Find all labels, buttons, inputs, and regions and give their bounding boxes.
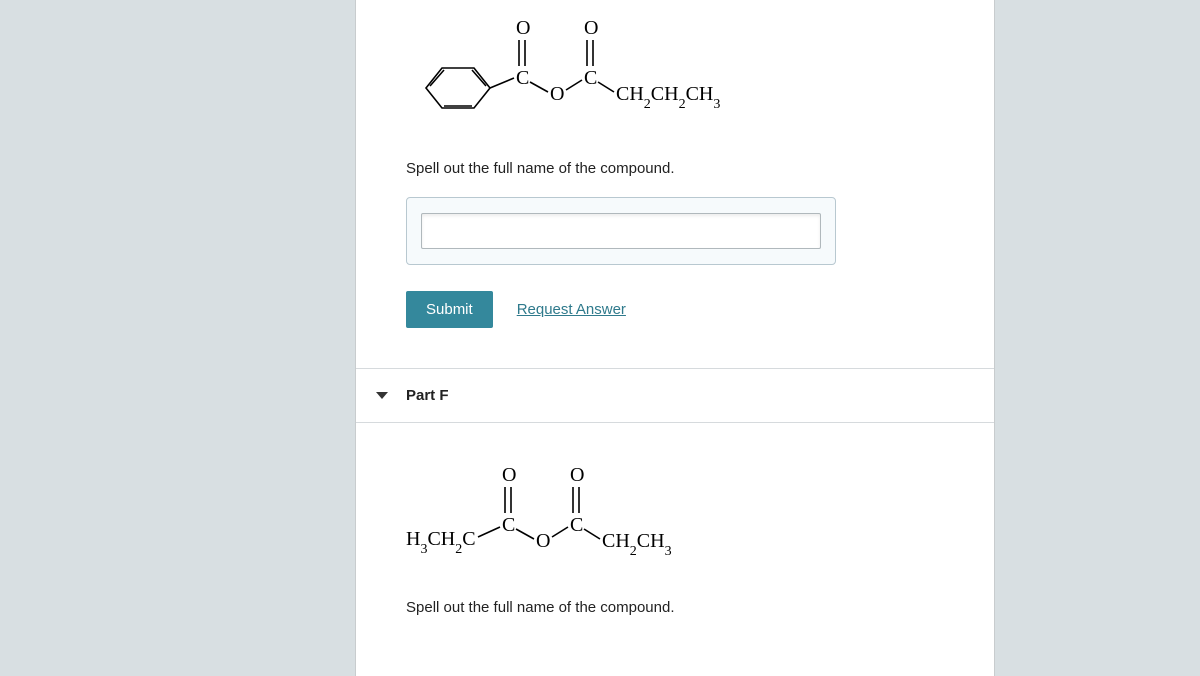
right-chain-e: CH2CH2CH3 — [616, 83, 720, 112]
bridge-o-f: O — [536, 530, 550, 552]
question-panel: C O O C O CH2CH2CH — [355, 0, 995, 676]
part-f-header[interactable]: Part F — [356, 368, 994, 423]
o2-atom-f: O — [570, 464, 584, 486]
page-root: C O O C O CH2CH2CH — [0, 0, 1200, 583]
c1-atom: C — [516, 67, 529, 89]
o1-atom-f: O — [502, 464, 516, 486]
part-f-content: H3CH2C C O O C O — [356, 423, 994, 616]
request-answer-link[interactable]: Request Answer — [517, 301, 626, 318]
left-chain-f: H3CH2C — [406, 528, 476, 557]
part-f-prompt: Spell out the full name of the compound. — [406, 599, 944, 616]
part-e-structure: C O O C O CH2CH2CH — [406, 10, 944, 130]
part-e-prompt: Spell out the full name of the compound. — [406, 160, 944, 177]
o2-atom: O — [584, 17, 598, 39]
answer-input[interactable] — [421, 213, 821, 249]
c2-atom: C — [584, 67, 597, 89]
chevron-down-icon — [376, 392, 388, 399]
o1-atom: O — [516, 17, 530, 39]
action-row: Submit Request Answer — [406, 291, 944, 328]
answer-box-wrap — [406, 197, 836, 265]
right-chain-f: CH2CH3 — [602, 530, 672, 559]
part-f-structure: H3CH2C C O O C O — [406, 459, 944, 569]
c1-atom-f: C — [502, 514, 515, 536]
bridge-o-atom: O — [550, 83, 564, 105]
structure-svg-e: C O O C O CH2CH2CH — [406, 10, 726, 130]
part-e-content: C O O C O CH2CH2CH — [356, 0, 994, 328]
part-f-label: Part F — [406, 387, 449, 404]
c2-atom-f: C — [570, 514, 583, 536]
structure-svg-f: H3CH2C C O O C O — [406, 459, 746, 569]
submit-button[interactable]: Submit — [406, 291, 493, 328]
